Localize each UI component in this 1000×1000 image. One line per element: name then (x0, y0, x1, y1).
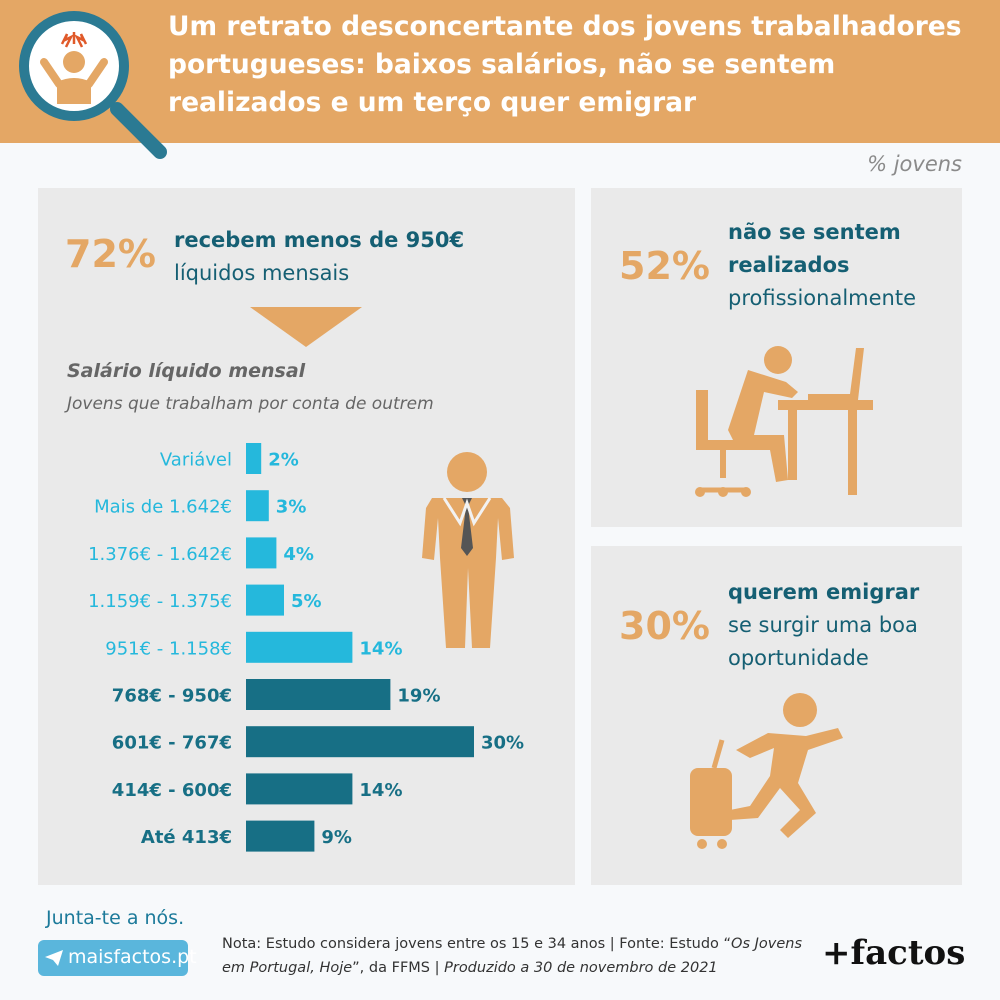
fulfilled-statement-line1: não se sentem (728, 220, 901, 244)
value-label: 19% (397, 686, 440, 707)
site-link-label: maisfactos.pt (68, 946, 197, 968)
category-label: 601€ - 767€ (112, 733, 232, 754)
unit-label: % jovens (867, 152, 962, 176)
bar (246, 584, 284, 616)
value-label: 4% (283, 544, 314, 565)
emigrate-panel (591, 546, 962, 885)
worried-man-icon (422, 452, 514, 648)
bar (246, 443, 262, 474)
bar (246, 820, 315, 852)
page-title: Um retrato desconcertante dos jovens tra… (168, 11, 962, 118)
category-label: 768€ - 950€ (112, 686, 232, 707)
paper-plane-icon (45, 950, 63, 966)
value-label: 14% (359, 780, 402, 801)
value-label: 30% (481, 733, 524, 754)
emigrate-statement-line2: se surgir uma boa (728, 613, 918, 637)
bar (246, 631, 353, 663)
running-traveler-icon (690, 693, 843, 849)
category-label: 1.159€ - 1.375€ (88, 591, 232, 612)
magnifier-logo-icon (19, 11, 167, 159)
footer-join-text: Junta-te a nós. (46, 907, 185, 929)
fulfilled-statement-line3: profissionalmente (728, 286, 916, 310)
fulfilled-statement: não se sentem realizados profissionalmen… (728, 216, 916, 315)
footer-note-produced: Produzido a 30 de novembro de 2021 (444, 960, 718, 976)
fulfilled-statement-line2: realizados (728, 253, 850, 277)
header-banner: Um retrato desconcertante dos jovens tra… (0, 0, 1000, 159)
footer-note: Nota: Estudo considera jovens entre os 1… (222, 932, 822, 980)
emigrate-statement: querem emigrar se surgir uma boa oportun… (728, 576, 919, 675)
chart-subtitle: Jovens que trabalham por conta de outrem (67, 394, 434, 414)
value-label: 9% (321, 827, 352, 848)
fulfilled-percent: 52% (619, 244, 710, 288)
bar (246, 726, 474, 758)
bar (246, 490, 269, 522)
value-label: 5% (291, 591, 322, 612)
value-label: 2% (268, 450, 299, 471)
category-label: 951€ - 1.158€ (105, 638, 232, 659)
tired-worker-icon (695, 346, 873, 497)
salary-statement-line1: recebem menos de 950€ (174, 228, 465, 252)
footer-note-part-c: ”, da FFMS | (352, 960, 445, 976)
salary-bar-chart: Variável 2% Mais de 1.642€ 3% 1.376€ - 1.642… (88, 443, 524, 852)
bar (246, 773, 353, 805)
emigrate-statement-line1: querem emigrar (728, 580, 920, 604)
footer-note-part-a: Nota: Estudo considera jovens entre os 1… (222, 936, 732, 952)
category-label: 1.376€ - 1.642€ (88, 544, 232, 565)
salary-statement-line2: líquidos mensais (174, 261, 350, 285)
salary-percent: 72% (65, 232, 156, 276)
emigrate-statement-line3: oportunidade (728, 646, 869, 670)
emigrate-percent: 30% (619, 604, 710, 648)
category-label: Variável (160, 450, 232, 471)
chart-title: Salário líquido mensal (67, 360, 306, 382)
category-label: Mais de 1.642€ (94, 497, 232, 518)
footer-note-study-name: Os Jovens em Portugal, Hoje (222, 936, 803, 976)
value-label: 14% (359, 638, 402, 659)
category-label: Até 413€ (141, 827, 232, 848)
down-arrow-icon (250, 307, 362, 347)
salary-statement: recebem menos de 950€ líquidos mensais (174, 224, 464, 290)
bar (246, 679, 391, 710)
value-label: 3% (276, 497, 307, 518)
category-label: 414€ - 600€ (112, 780, 232, 801)
site-link-button[interactable]: maisfactos.pt (38, 940, 197, 976)
brand-logo: +factos (822, 933, 966, 973)
bar (246, 537, 277, 569)
